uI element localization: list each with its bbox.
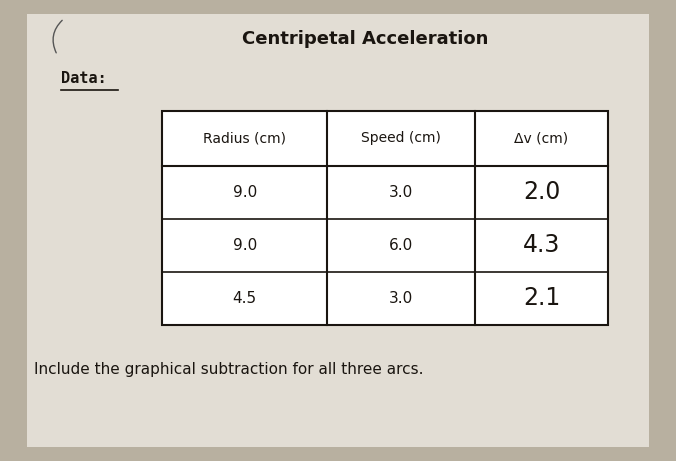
- Text: 9.0: 9.0: [233, 238, 257, 253]
- Text: 4.3: 4.3: [523, 233, 560, 258]
- Text: 4.5: 4.5: [233, 291, 257, 306]
- Text: Centripetal Acceleration: Centripetal Acceleration: [242, 30, 488, 48]
- Text: 3.0: 3.0: [389, 291, 413, 306]
- Text: 2.0: 2.0: [523, 180, 560, 205]
- Text: Radius (cm): Radius (cm): [203, 131, 286, 145]
- Text: Data:: Data:: [61, 71, 106, 87]
- Text: Include the graphical subtraction for all three arcs.: Include the graphical subtraction for al…: [34, 362, 423, 377]
- FancyBboxPatch shape: [27, 14, 649, 447]
- Text: Δv (cm): Δv (cm): [514, 131, 569, 145]
- Text: 9.0: 9.0: [233, 185, 257, 200]
- Text: 6.0: 6.0: [389, 238, 413, 253]
- Text: 2.1: 2.1: [523, 286, 560, 311]
- Text: 3.0: 3.0: [389, 185, 413, 200]
- Text: Speed (cm): Speed (cm): [361, 131, 441, 145]
- Bar: [162, 111, 608, 325]
